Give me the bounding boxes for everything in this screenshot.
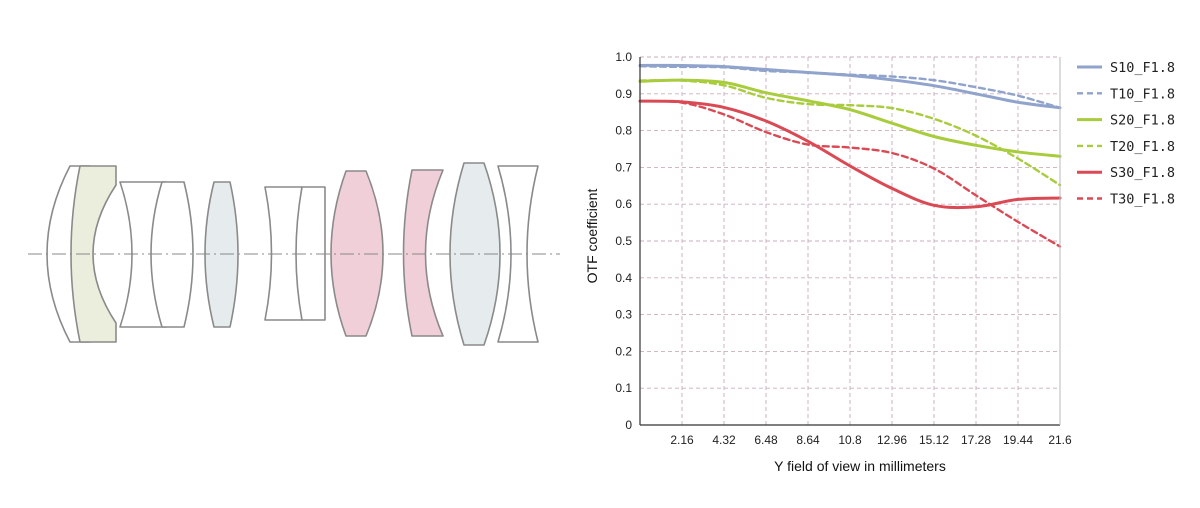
lens-element-9 — [402, 169, 444, 337]
x-tick-label: 12.96 — [877, 433, 907, 447]
series-line-s30_f1.8 — [638, 99, 1062, 210]
y-tick-label: 0.7 — [615, 160, 632, 174]
y-tick-label: 0.4 — [615, 271, 632, 285]
x-tick-label: 4.32 — [712, 433, 736, 447]
lens-element-2 — [70, 165, 117, 343]
y-tick-label: 0.8 — [615, 124, 632, 138]
x-tick-label: 21.6 — [1048, 433, 1072, 447]
y-tick-label: 0.6 — [615, 197, 632, 211]
lens-cross-section-diagram — [28, 162, 560, 346]
y-tick-label: 0.5 — [615, 234, 632, 248]
x-tick-label: 17.28 — [961, 433, 991, 447]
x-tick-label: 2.16 — [670, 433, 694, 447]
series-line-t20_f1.8 — [638, 78, 1062, 187]
lens-element-8 — [330, 170, 384, 337]
chart-series — [638, 63, 1062, 248]
x-tick-label: 8.64 — [796, 433, 820, 447]
y-tick-label: 1.0 — [615, 50, 632, 64]
x-tick-label: 10.8 — [838, 433, 862, 447]
legend-label-t20_f1.8: T20_F1.8 — [1110, 139, 1175, 155]
series-line-s20_f1.8 — [638, 78, 1062, 158]
y-tick-label: 0 — [625, 418, 632, 432]
y-tick-label: 0.2 — [615, 344, 632, 358]
x-tick-label: 6.48 — [754, 433, 778, 447]
legend-label-s20_f1.8: S20_F1.8 — [1110, 113, 1175, 129]
y-tick-label: 0.1 — [615, 381, 632, 395]
chart-legend: S10_F1.8 T10_F1.8 S20_F1.8 T20_F1.8 S30_F1.8… — [1077, 60, 1175, 208]
x-axis-label: Y field of view in millimeters — [774, 458, 946, 474]
y-tick-label: 0.9 — [615, 87, 632, 101]
series-line-t30_f1.8 — [638, 99, 1062, 248]
x-tick-label: 15.12 — [919, 433, 949, 447]
series-line-t10_f1.8 — [638, 65, 1062, 109]
y-axis-label: OTF coefficient — [584, 189, 600, 284]
legend-label-t10_f1.8: T10_F1.8 — [1110, 86, 1175, 102]
legend-label-t30_f1.8: T30_F1.8 — [1110, 192, 1175, 208]
legend-label-s30_f1.8: S30_F1.8 — [1110, 165, 1175, 181]
legend-label-s10_f1.8: S10_F1.8 — [1110, 60, 1175, 76]
chart-axes: 0 0.1 0.2 0.3 0.4 0.5 0.6 0.7 0.8 0.9 1.0 2.16 4.32 6… — [615, 50, 1072, 447]
chart-grid — [640, 56, 1060, 425]
x-tick-label: 19.44 — [1003, 433, 1033, 447]
y-tick-label: 0.3 — [615, 308, 632, 322]
lens-element-10 — [449, 162, 501, 346]
